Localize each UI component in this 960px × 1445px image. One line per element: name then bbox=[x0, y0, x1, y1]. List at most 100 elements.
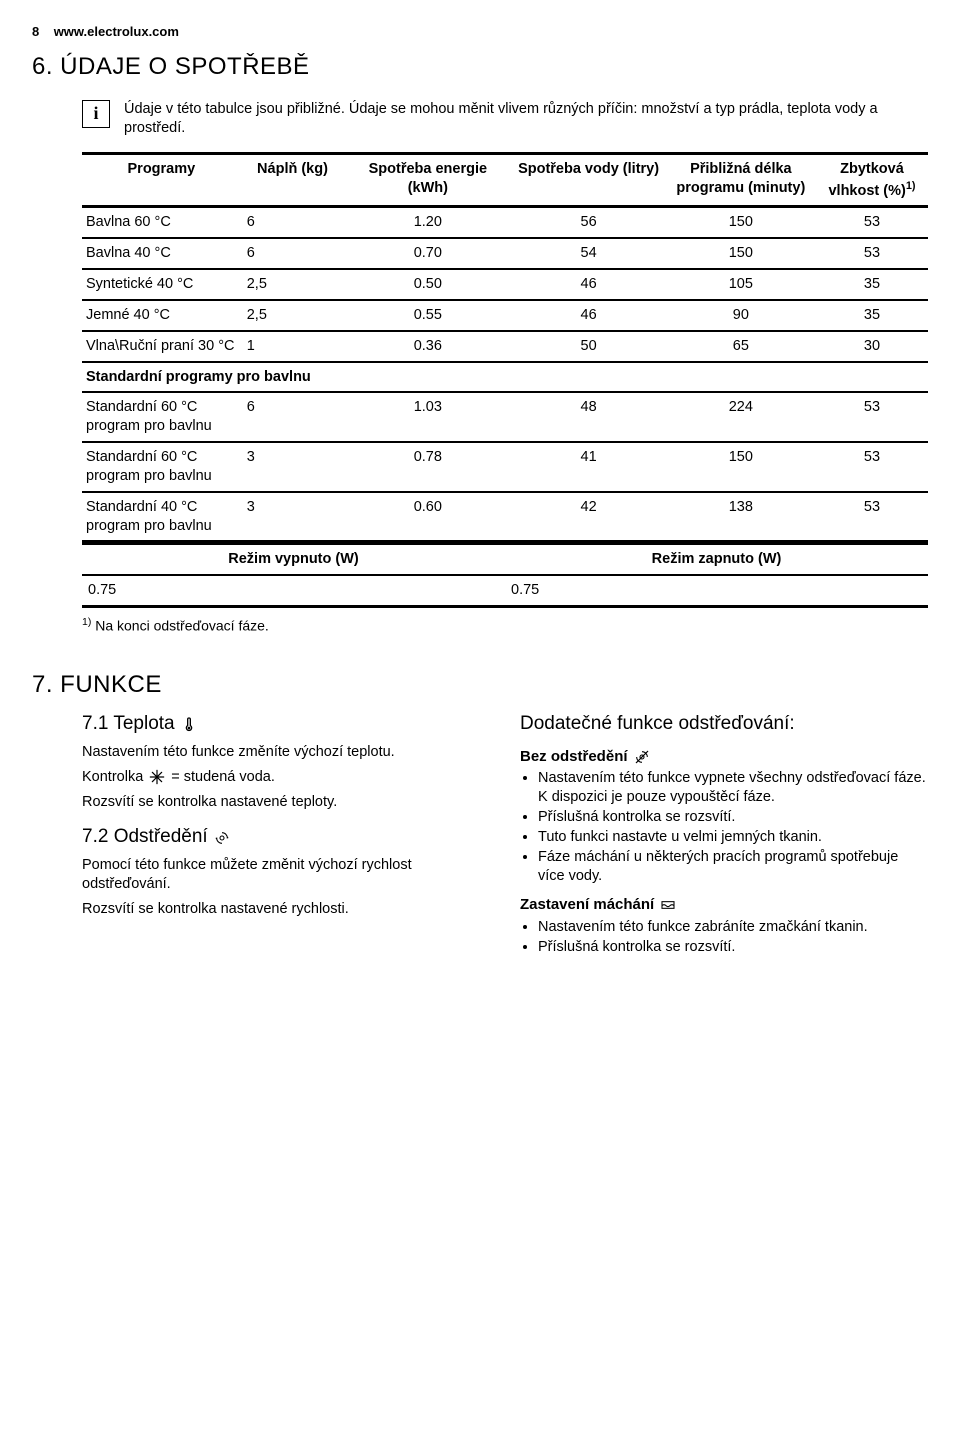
footnote-sup: 1) bbox=[82, 616, 91, 628]
cell-delka: 224 bbox=[666, 392, 818, 442]
para-72-1: Pomocí této funkce můžete změnit výchozí… bbox=[82, 856, 490, 894]
cell-delka: 150 bbox=[666, 207, 818, 238]
subheading-bez-odstredeni: Bez odstředění bbox=[520, 747, 928, 767]
col-energie: Spotřeba energie (kWh) bbox=[344, 153, 513, 207]
cell-energie: 0.55 bbox=[344, 300, 513, 331]
cell-vlhkost: 53 bbox=[818, 238, 928, 269]
bullet-list-1: Nastavením této funkce vypnete všechny o… bbox=[520, 769, 928, 885]
cell-voda: 46 bbox=[513, 269, 665, 300]
cell-delka: 105 bbox=[666, 269, 818, 300]
cell-program: Standardní 40 °C program pro bavlnu bbox=[82, 492, 243, 542]
page-header: 8 www.electrolux.com bbox=[32, 24, 928, 41]
table-row: Syntetické 40 °C 2,5 0.50 46 105 35 bbox=[82, 269, 928, 300]
cell-napln: 6 bbox=[243, 238, 345, 269]
para-71-2b: = studená voda. bbox=[171, 768, 275, 787]
col-rezim-vypnuto: Režim vypnuto (W) bbox=[82, 544, 505, 575]
section-row-standardni: Standardní programy pro bavlnu bbox=[82, 362, 928, 393]
table-row: Jemné 40 °C 2,5 0.55 46 90 35 bbox=[82, 300, 928, 331]
list-item: Nastavením této funkce zabráníte zmačkán… bbox=[538, 918, 928, 937]
cell-napln: 6 bbox=[243, 207, 345, 238]
para-71-1: Nastavením této funkce změníte výchozí t… bbox=[82, 743, 490, 762]
table-header-row: Programy Náplň (kg) Spotřeba energie (kW… bbox=[82, 153, 928, 207]
subheading-zastaveni-machani-text: Zastavení máchání bbox=[520, 895, 654, 915]
cell-energie: 1.03 bbox=[344, 392, 513, 442]
info-note-text: Údaje v této tabulce jsou přibližné. Úda… bbox=[124, 100, 928, 138]
cell-napln: 2,5 bbox=[243, 269, 345, 300]
page-number: 8 bbox=[32, 24, 39, 39]
right-column: Dodatečné funkce odstřeďování: Bez odstř… bbox=[520, 712, 928, 964]
subheading-zastaveni-machani: Zastavení máchání bbox=[520, 895, 928, 915]
snowflake-icon bbox=[149, 769, 165, 785]
heading-right: Dodatečné funkce odstřeďování: bbox=[520, 712, 928, 737]
cell-program: Standardní 60 °C program pro bavlnu bbox=[82, 442, 243, 492]
cell-program: Jemné 40 °C bbox=[82, 300, 243, 331]
cell-vlhkost: 53 bbox=[818, 392, 928, 442]
cell-program: Standardní 60 °C program pro bavlnu bbox=[82, 392, 243, 442]
val-rezim-zapnuto: 0.75 bbox=[505, 575, 928, 606]
heading-7-2-text: 7.2 Odstředění bbox=[82, 825, 208, 850]
cell-energie: 0.50 bbox=[344, 269, 513, 300]
para-72-2: Rozsvítí se kontrolka nastavené rychlost… bbox=[82, 900, 490, 919]
cell-delka: 150 bbox=[666, 238, 818, 269]
list-item: Příslušná kontrolka se rozsvítí. bbox=[538, 938, 928, 957]
heading-7-1-text: 7.1 Teplota bbox=[82, 712, 175, 737]
val-rezim-vypnuto: 0.75 bbox=[82, 575, 505, 606]
consumption-table-wrap: Programy Náplň (kg) Spotřeba energie (kW… bbox=[82, 152, 928, 608]
cell-voda: 41 bbox=[513, 442, 665, 492]
col-vlhkost-label: Zbytková vlhkost (%) bbox=[828, 161, 905, 199]
footnote: 1) Na konci odstřeďovací fáze. bbox=[82, 616, 928, 635]
spin-icon bbox=[214, 830, 230, 846]
watt-value-row: 0.75 0.75 bbox=[82, 575, 928, 606]
cell-delka: 90 bbox=[666, 300, 818, 331]
cell-voda: 54 bbox=[513, 238, 665, 269]
cell-delka: 65 bbox=[666, 331, 818, 362]
heading-7-1: 7.1 Teplota bbox=[82, 712, 490, 737]
heading-7-2: 7.2 Odstředění bbox=[82, 825, 490, 850]
cell-voda: 50 bbox=[513, 331, 665, 362]
cell-napln: 3 bbox=[243, 492, 345, 542]
cell-vlhkost: 53 bbox=[818, 492, 928, 542]
col-vlhkost-sup: 1) bbox=[906, 180, 916, 192]
table-row: Bavlna 40 °C 6 0.70 54 150 53 bbox=[82, 238, 928, 269]
cell-napln: 2,5 bbox=[243, 300, 345, 331]
col-rezim-zapnuto: Režim zapnuto (W) bbox=[505, 544, 928, 575]
two-column-layout: 7.1 Teplota Nastavením této funkce změní… bbox=[82, 712, 928, 964]
cell-energie: 0.78 bbox=[344, 442, 513, 492]
cell-napln: 6 bbox=[243, 392, 345, 442]
cell-program: Bavlna 40 °C bbox=[82, 238, 243, 269]
thermometer-icon bbox=[181, 716, 197, 732]
cell-energie: 1.20 bbox=[344, 207, 513, 238]
cell-voda: 48 bbox=[513, 392, 665, 442]
cell-voda: 56 bbox=[513, 207, 665, 238]
cell-napln: 3 bbox=[243, 442, 345, 492]
cell-program: Vlna\Ruční praní 30 °C bbox=[82, 331, 243, 362]
bullet-list-2: Nastavením této funkce zabráníte zmačkán… bbox=[520, 918, 928, 957]
cell-napln: 1 bbox=[243, 331, 345, 362]
table-row: Bavlna 60 °C 6 1.20 56 150 53 bbox=[82, 207, 928, 238]
cell-program: Bavlna 60 °C bbox=[82, 207, 243, 238]
para-71-2: Kontrolka = studená voda. bbox=[82, 768, 490, 787]
cell-delka: 150 bbox=[666, 442, 818, 492]
cell-vlhkost: 53 bbox=[818, 442, 928, 492]
cell-vlhkost: 30 bbox=[818, 331, 928, 362]
cell-voda: 42 bbox=[513, 492, 665, 542]
col-programy: Programy bbox=[82, 153, 243, 207]
left-column: 7.1 Teplota Nastavením této funkce změní… bbox=[82, 712, 490, 964]
rinse-hold-icon bbox=[660, 897, 676, 913]
wattage-table: Režim vypnuto (W) Režim zapnuto (W) 0.75… bbox=[82, 543, 928, 608]
table-row: Standardní 40 °C program pro bavlnu 3 0.… bbox=[82, 492, 928, 542]
cell-delka: 138 bbox=[666, 492, 818, 542]
cell-energie: 0.70 bbox=[344, 238, 513, 269]
cell-program: Syntetické 40 °C bbox=[82, 269, 243, 300]
para-71-2a: Kontrolka bbox=[82, 768, 143, 787]
col-delka: Přibližná délka programu (minuty) bbox=[666, 153, 818, 207]
col-vlhkost: Zbytková vlhkost (%)1) bbox=[818, 153, 928, 207]
section-row-label: Standardní programy pro bavlnu bbox=[82, 362, 928, 393]
cell-vlhkost: 53 bbox=[818, 207, 928, 238]
site-url: www.electrolux.com bbox=[54, 24, 179, 39]
section-6-title: 6. ÚDAJE O SPOTŘEBĚ bbox=[32, 51, 928, 82]
info-icon: i bbox=[82, 100, 110, 128]
list-item: Fáze máchání u některých pracích program… bbox=[538, 848, 928, 886]
watt-header-row: Režim vypnuto (W) Režim zapnuto (W) bbox=[82, 544, 928, 575]
section-7-title: 7. FUNKCE bbox=[32, 669, 928, 700]
